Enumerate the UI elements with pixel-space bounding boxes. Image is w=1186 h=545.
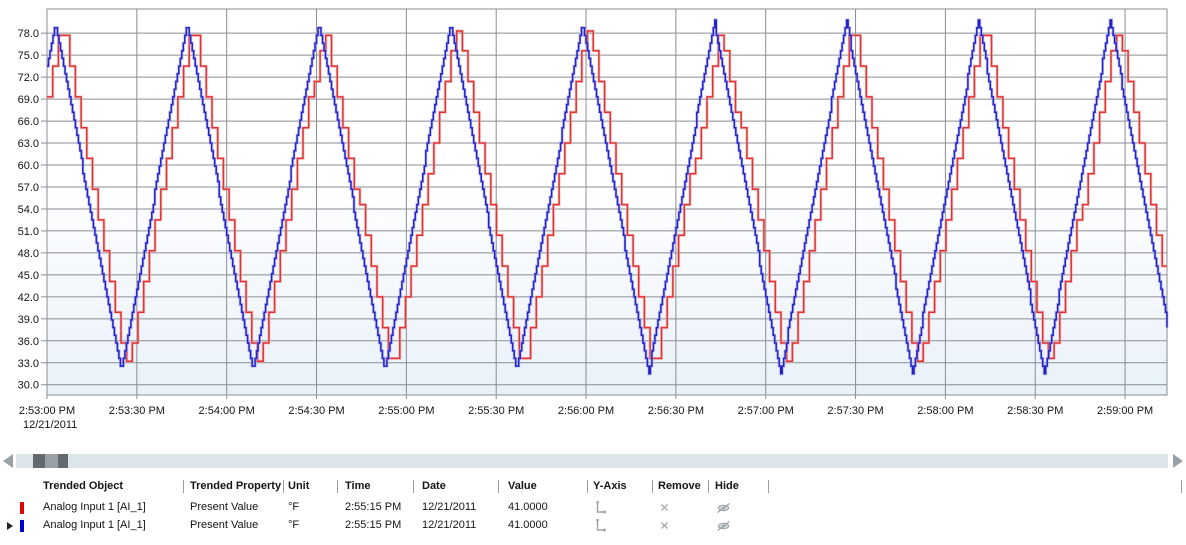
trend-line	[47, 19, 1168, 375]
cell-value: 41.0000	[508, 501, 548, 513]
cell-trended-object: Analog Input 1 [AI_1]	[43, 501, 146, 513]
y-axis-icon[interactable]	[594, 519, 607, 532]
svg-text:2:58:30 PM: 2:58:30 PM	[1007, 405, 1063, 417]
svg-text:33.0: 33.0	[18, 358, 39, 370]
column-divider	[587, 480, 588, 493]
svg-text:69.0: 69.0	[18, 94, 39, 106]
svg-text:72.0: 72.0	[18, 72, 39, 84]
cell-trended-object: Analog Input 1 [AI_1]	[43, 519, 146, 531]
cell-trended-property: Present Value	[190, 519, 259, 531]
cell-value: 41.0000	[508, 519, 548, 531]
thumb-grip	[58, 454, 68, 468]
trend-line	[47, 30, 1167, 363]
column-divider	[498, 480, 499, 493]
svg-text:2:57:00 PM: 2:57:00 PM	[738, 405, 794, 417]
scroll-right-arrow-icon[interactable]	[1173, 454, 1183, 468]
svg-text:2:53:30 PM: 2:53:30 PM	[109, 405, 165, 417]
svg-text:78.0: 78.0	[18, 28, 39, 40]
column-header-trended-object: Trended Object	[43, 480, 124, 492]
cell-date: 12/21/2011	[422, 501, 477, 513]
scrollbar-thumb[interactable]	[33, 454, 68, 468]
svg-text:75.0: 75.0	[18, 50, 39, 62]
column-header-remove: Remove	[658, 480, 701, 492]
svg-text:12/21/2011: 12/21/2011	[23, 419, 77, 431]
scroll-left-arrow-icon[interactable]	[3, 454, 13, 468]
svg-text:2:55:30 PM: 2:55:30 PM	[468, 405, 524, 417]
svg-text:39.0: 39.0	[18, 314, 39, 326]
column-divider	[413, 480, 414, 493]
svg-text:2:56:30 PM: 2:56:30 PM	[648, 405, 704, 417]
column-header-time: Time	[345, 480, 371, 492]
column-divider	[1181, 480, 1182, 493]
column-divider	[768, 480, 769, 493]
legend-table: Trended Object Trended Property Unit Time Da…	[0, 478, 1186, 545]
hide-icon[interactable]	[716, 520, 731, 532]
thumb-grip	[33, 454, 45, 468]
column-divider	[652, 480, 653, 493]
cell-time: 2:55:15 PM	[345, 501, 402, 513]
column-divider	[337, 480, 338, 493]
remove-icon[interactable]	[660, 503, 669, 512]
column-header-trended-property: Trended Property	[190, 480, 282, 492]
cell-unit: °F	[288, 519, 300, 531]
selected-row-arrow-icon	[7, 522, 13, 530]
legend-row[interactable]: Analog Input 1 [AI_1] Present Value °F 2:55…	[0, 499, 1186, 516]
svg-text:2:53:00 PM: 2:53:00 PM	[19, 405, 75, 417]
svg-text:2:58:00 PM: 2:58:00 PM	[917, 405, 973, 417]
svg-text:57.0: 57.0	[18, 182, 39, 194]
svg-text:2:54:00 PM: 2:54:00 PM	[199, 405, 255, 417]
legend-row[interactable]: Analog Input 1 [AI_1] Present Value °F 2:55…	[0, 517, 1186, 534]
svg-text:60.0: 60.0	[18, 160, 39, 172]
svg-text:2:57:30 PM: 2:57:30 PM	[827, 405, 883, 417]
column-header-date: Date	[422, 480, 446, 492]
column-divider	[183, 480, 184, 493]
series-color-marker	[20, 520, 24, 532]
y-axis-icon[interactable]	[594, 501, 607, 514]
column-divider	[283, 480, 284, 493]
svg-text:54.0: 54.0	[18, 204, 39, 216]
column-header-hide: Hide	[715, 480, 739, 492]
svg-text:51.0: 51.0	[18, 226, 39, 238]
svg-text:2:54:30 PM: 2:54:30 PM	[288, 405, 344, 417]
column-header-y-axis: Y-Axis	[593, 480, 627, 492]
svg-text:63.0: 63.0	[18, 138, 39, 150]
svg-text:2:59:00 PM: 2:59:00 PM	[1097, 405, 1153, 417]
cell-trended-property: Present Value	[190, 501, 259, 513]
trend-chart: 78.0 75.0 72.0 69.0 66.0 63.0 60.0 57.0 54.0 51.0…	[18, 8, 1169, 431]
chart-h-scrollbar[interactable]	[0, 454, 1186, 468]
scrollbar-track[interactable]	[16, 454, 1168, 468]
remove-icon[interactable]	[660, 521, 669, 530]
hide-icon[interactable]	[716, 502, 731, 514]
svg-text:48.0: 48.0	[18, 248, 39, 260]
svg-text:66.0: 66.0	[18, 116, 39, 128]
cell-time: 2:55:15 PM	[345, 519, 402, 531]
svg-text:42.0: 42.0	[18, 292, 39, 304]
thumb-grip	[45, 454, 58, 468]
column-header-unit: Unit	[288, 480, 310, 492]
svg-text:2:55:00 PM: 2:55:00 PM	[378, 405, 434, 417]
series-color-marker	[20, 502, 24, 514]
svg-text:2:56:00 PM: 2:56:00 PM	[558, 405, 614, 417]
cell-date: 12/21/2011	[422, 519, 477, 531]
column-divider	[708, 480, 709, 493]
svg-text:30.0: 30.0	[18, 380, 39, 392]
cell-unit: °F	[288, 501, 300, 513]
column-header-value: Value	[508, 480, 537, 492]
svg-text:45.0: 45.0	[18, 270, 39, 282]
svg-text:36.0: 36.0	[18, 336, 39, 348]
